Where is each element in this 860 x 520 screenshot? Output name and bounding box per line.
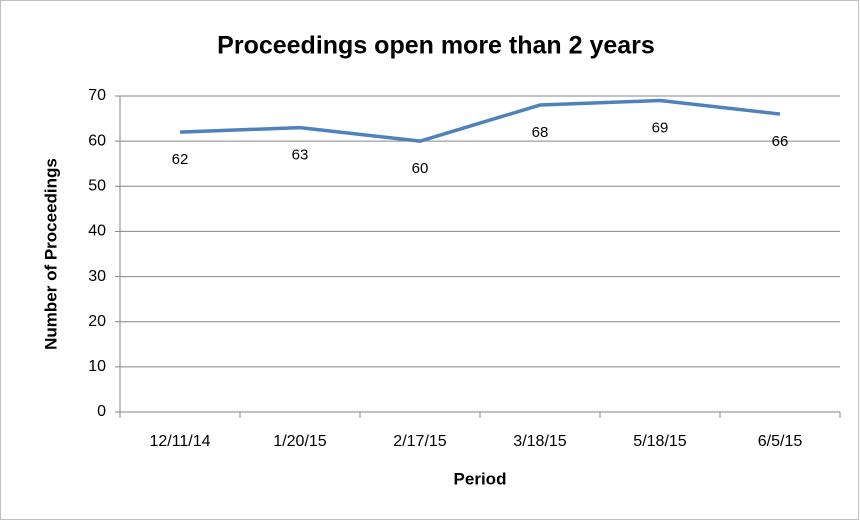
y-axis-title: Number of Proceedings	[41, 158, 60, 350]
x-axis-title: Period	[454, 469, 507, 488]
data-label: 62	[172, 151, 189, 168]
y-tick-label: 30	[88, 268, 106, 285]
x-tick-label: 6/5/15	[758, 433, 803, 450]
data-label: 63	[292, 147, 309, 164]
data-label: 60	[412, 160, 429, 177]
y-tick-label: 20	[88, 313, 106, 330]
chart-title: Proceedings open more than 2 years	[217, 32, 655, 60]
x-tick-label: 5/18/15	[633, 433, 686, 450]
y-tick-label: 0	[97, 403, 106, 420]
x-tick-label: 2/17/15	[393, 433, 446, 450]
data-line	[179, 98, 781, 143]
y-tick-label: 40	[88, 223, 106, 240]
y-tick-label: 50	[88, 178, 106, 195]
x-tick-label: 1/20/15	[273, 433, 326, 450]
data-label: 69	[652, 119, 669, 136]
x-tick-label: 12/11/14	[149, 433, 210, 450]
data-label: 66	[772, 133, 789, 150]
x-tick-label: 3/18/15	[513, 433, 566, 450]
y-tick-label: 10	[88, 358, 106, 375]
data-label: 68	[532, 124, 549, 141]
y-tick-label: 70	[88, 87, 106, 104]
y-tick-label: 60	[88, 132, 106, 149]
